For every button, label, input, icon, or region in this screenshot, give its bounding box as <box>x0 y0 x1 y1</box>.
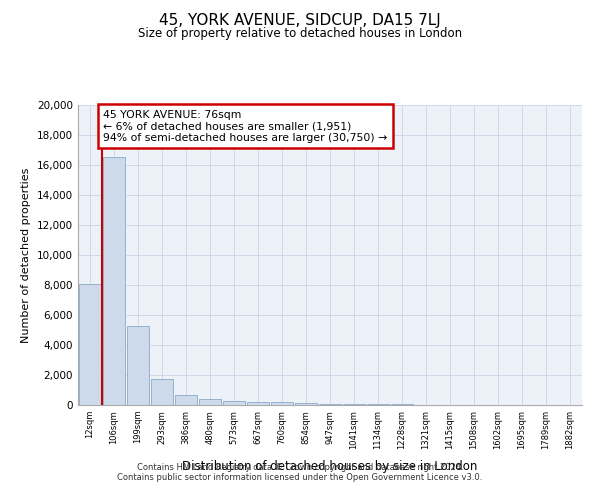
Bar <box>391 404 413 405</box>
Bar <box>151 379 173 405</box>
Bar <box>127 326 149 405</box>
Text: Contains public sector information licensed under the Open Government Licence v3: Contains public sector information licen… <box>118 472 482 482</box>
X-axis label: Distribution of detached houses by size in London: Distribution of detached houses by size … <box>182 460 478 473</box>
Bar <box>175 394 197 405</box>
Text: 45, YORK AVENUE, SIDCUP, DA15 7LJ: 45, YORK AVENUE, SIDCUP, DA15 7LJ <box>159 12 441 28</box>
Y-axis label: Number of detached properties: Number of detached properties <box>22 168 31 342</box>
Bar <box>247 402 269 405</box>
Bar <box>271 402 293 405</box>
Bar <box>295 403 317 405</box>
Bar <box>223 401 245 405</box>
Bar <box>343 404 365 405</box>
Bar <box>79 284 101 405</box>
Bar <box>319 404 341 405</box>
Bar <box>199 400 221 405</box>
Text: Size of property relative to detached houses in London: Size of property relative to detached ho… <box>138 28 462 40</box>
Bar <box>367 404 389 405</box>
Bar <box>103 158 125 405</box>
Text: Contains HM Land Registry data © Crown copyright and database right 2024.: Contains HM Land Registry data © Crown c… <box>137 462 463 471</box>
Text: 45 YORK AVENUE: 76sqm
← 6% of detached houses are smaller (1,951)
94% of semi-de: 45 YORK AVENUE: 76sqm ← 6% of detached h… <box>103 110 388 142</box>
